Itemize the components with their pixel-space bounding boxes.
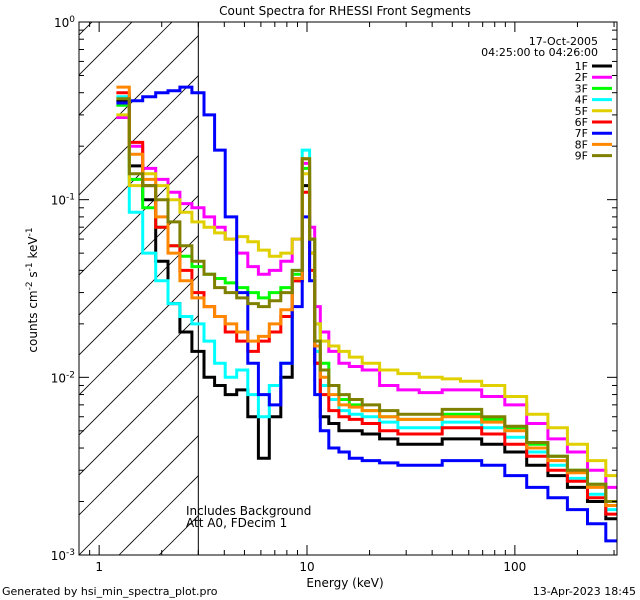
legend-label-7f: 7F — [575, 127, 588, 140]
hatch-line — [79, 22, 173, 116]
legend-label-8f: 8F — [575, 138, 588, 151]
x-tick-label: 100 — [503, 560, 526, 574]
hatch-line — [79, 275, 199, 396]
y-label-base: counts cm — [26, 290, 40, 352]
hatch-line — [79, 315, 199, 436]
annotation-background: Includes Background — [186, 504, 311, 518]
y-tick-label: 10-2 — [51, 370, 75, 385]
hatch-line — [79, 195, 199, 316]
legend-label-9f: 9F — [575, 150, 588, 163]
annotation-attenuator: Att A0, FDecim 1 — [186, 516, 287, 530]
hatch-line — [319, 0, 640, 555]
x-tick-label: 1 — [95, 560, 103, 574]
y-label-exp1: -2 — [25, 281, 35, 290]
hatch-line — [79, 22, 93, 36]
legend-label-1f: 1F — [575, 60, 588, 73]
y-label-exp3: -1 — [25, 227, 35, 236]
y-label-mid: s — [26, 271, 40, 281]
legend-label-2f: 2F — [575, 71, 588, 84]
generated-by-label: Generated by hsi_min_spectra_plot.pro — [2, 585, 218, 598]
series-9f — [116, 97, 617, 503]
legend-label-6f: 6F — [575, 116, 588, 129]
hatch-line — [79, 235, 199, 356]
y-label-mid2: keV — [26, 236, 40, 263]
hatch-line — [359, 0, 640, 555]
y-tick-label: 100 — [54, 15, 75, 30]
x-tick-label: 10 — [299, 560, 314, 574]
series-2f — [116, 116, 617, 489]
plot-frame — [78, 21, 618, 556]
series-7f — [116, 85, 617, 543]
hatch-line — [79, 435, 199, 555]
hatch-line — [79, 355, 199, 476]
hatched-region — [79, 0, 640, 555]
legend-label-3f: 3F — [575, 82, 588, 95]
y-label-exp2: -1 — [25, 262, 35, 271]
hatch-line — [118, 475, 199, 555]
legend-label-5f: 5F — [575, 105, 588, 118]
legend-label-4f: 4F — [575, 94, 588, 107]
time-range-label: 04:25:00 to 04:26:00 — [481, 46, 598, 59]
x-axis-label: Energy (keV) — [306, 576, 383, 590]
hatch-line — [439, 0, 640, 555]
y-tick-label: 10-1 — [51, 193, 75, 208]
date-label: 17-Oct-2005 — [529, 35, 598, 48]
timestamp-label: 13-Apr-2023 18:45 — [533, 585, 636, 598]
chart-title: Count Spectra for RHESSI Front Segments — [219, 4, 471, 18]
y-tick-label: 10-3 — [51, 548, 75, 563]
hatch-line — [79, 35, 199, 156]
hatch-line — [79, 395, 199, 516]
hatch-line — [79, 115, 199, 236]
y-axis-label: counts cm-2 s-1 keV-1 — [25, 227, 40, 352]
hatch-line — [399, 0, 640, 555]
